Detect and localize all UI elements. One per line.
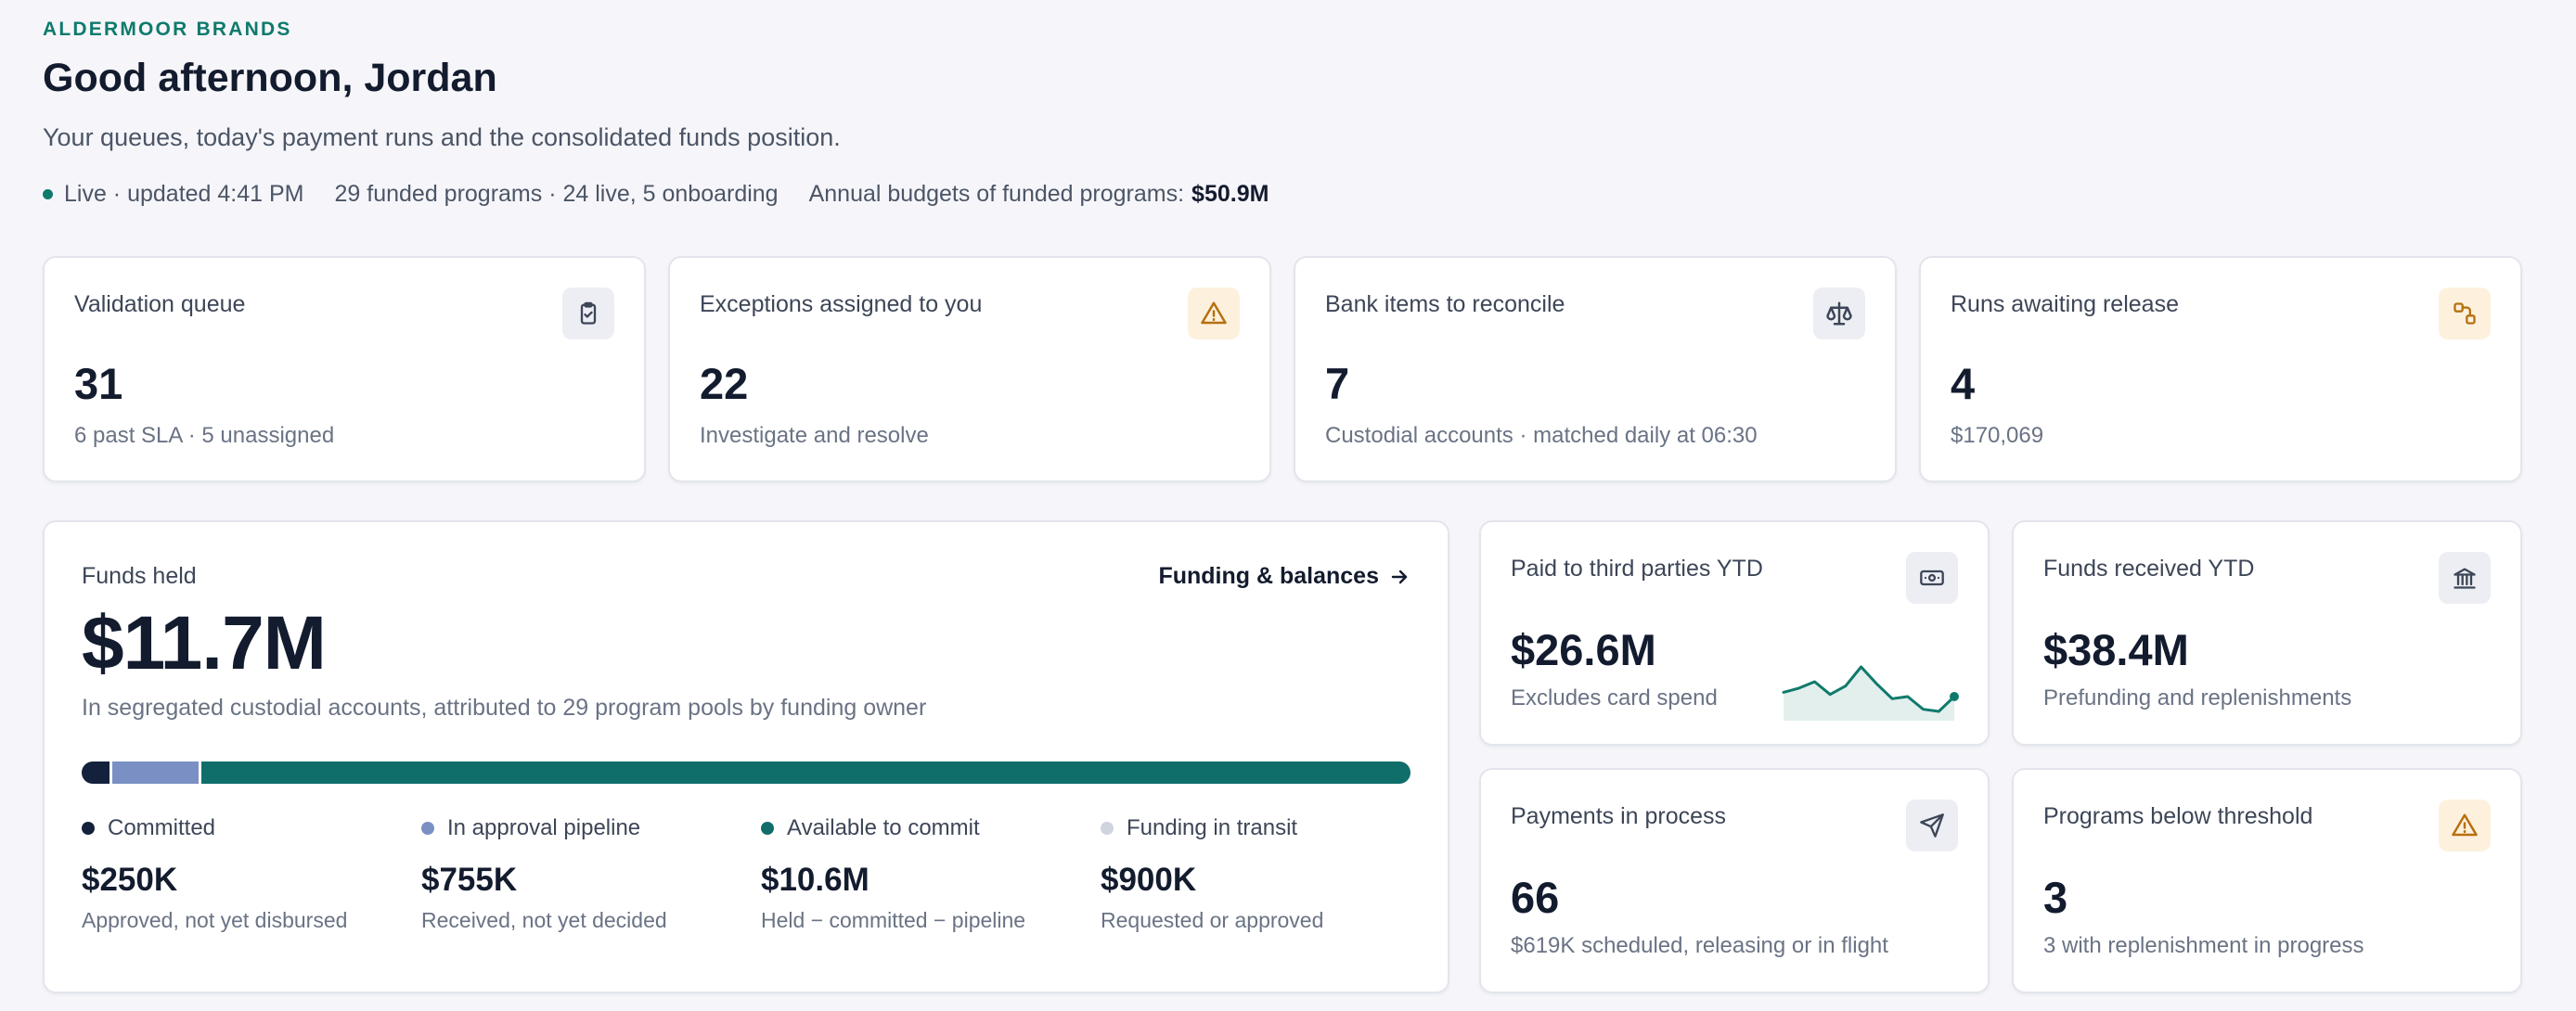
page-title: Good afternoon, Jordan — [43, 56, 497, 100]
card-subtext: 3 with replenishment in progress — [2043, 933, 2364, 958]
legend-value: $250K — [82, 862, 178, 898]
bar-segment-pipeline — [112, 761, 200, 784]
card-subtext: $619K scheduled, releasing or in flight — [1511, 933, 1888, 958]
send-icon — [1906, 800, 1958, 851]
card-title: Payments in process — [1511, 803, 1727, 829]
legend-label: In approval pipeline — [447, 815, 641, 840]
status-line: Live · updated 4:41 PM 29 funded program… — [43, 181, 1269, 208]
legend-label: Available to commit — [787, 815, 980, 840]
sparkline-endpoint — [1950, 692, 1959, 701]
card-title: Runs awaiting release — [1951, 291, 2179, 317]
card-title: Bank items to reconcile — [1325, 291, 1565, 317]
card-value: $26.6M — [1511, 625, 1656, 674]
legend-label: Committed — [108, 815, 216, 840]
legend-label: Funding in transit — [1127, 815, 1298, 840]
card-value: $38.4M — [2043, 625, 2189, 674]
paid-third-parties-card[interactable]: Paid to third parties YTD $26.6M Exclude… — [1479, 520, 1990, 746]
legend-dot — [1101, 822, 1114, 835]
funds-held-amount: $11.7M — [82, 601, 327, 685]
legend-subtext: Received, not yet decided — [421, 908, 667, 932]
budgets-label: Annual budgets of funded programs: — [808, 181, 1185, 207]
card-title: Paid to third parties YTD — [1511, 556, 1763, 582]
bar-segment-committed — [82, 761, 110, 784]
brand-label: ALDERMOOR BRANDS — [43, 19, 292, 40]
legend-dot — [82, 822, 95, 835]
programs-below-threshold-card[interactable]: Programs below threshold 3 3 with replen… — [2012, 768, 2522, 993]
budgets-value: $50.9M — [1191, 181, 1269, 207]
bank-icon — [2439, 552, 2491, 604]
live-status-text: Live · updated 4:41 PM — [64, 181, 304, 207]
card-title: Programs below threshold — [2043, 803, 2313, 829]
card-title: Funds received YTD — [2043, 556, 2255, 582]
programs-summary: 29 funded programs · 24 live, 5 onboardi… — [334, 181, 779, 207]
clipboard-check-icon — [562, 288, 614, 339]
legend-subtext: Approved, not yet disbursed — [82, 908, 348, 932]
card-subtext: Investigate and resolve — [700, 423, 929, 448]
spend-sparkline — [1782, 665, 1959, 721]
legend-subtext: Requested or approved — [1101, 908, 1324, 932]
funds-held-description: In segregated custodial accounts, attrib… — [82, 695, 927, 721]
card-title: Validation queue — [74, 291, 246, 317]
card-value: 66 — [1511, 873, 1560, 922]
funds-held-card: Funds held Funding & balances $11.7M In … — [43, 520, 1449, 993]
warning-icon — [2439, 800, 2491, 851]
payments-in-process-card[interactable]: Payments in process 66 $619K scheduled, … — [1479, 768, 1990, 993]
sparkline-line — [1782, 665, 1956, 713]
legend-subtext: Held − committed − pipeline — [761, 908, 1026, 932]
card-subtext: Custodial accounts · matched daily at 06… — [1325, 423, 1758, 448]
legend-dot — [421, 822, 434, 835]
exceptions-card[interactable]: Exceptions assigned to you 22 Investigat… — [668, 256, 1271, 482]
legend-value: $900K — [1101, 862, 1197, 898]
runs-awaiting-card[interactable]: Runs awaiting release 4 $170,069 — [1919, 256, 2522, 482]
page-subtitle: Your queues, today's payment runs and th… — [43, 123, 841, 151]
funds-allocation-bar — [82, 761, 1410, 784]
warning-icon — [1188, 288, 1240, 339]
card-value: 7 — [1325, 359, 1350, 408]
funds-received-card[interactable]: Funds received YTD $38.4M Prefunding and… — [2012, 520, 2522, 746]
cash-icon — [1906, 552, 1958, 604]
bank-items-card[interactable]: Bank items to reconcile 7 Custodial acco… — [1294, 256, 1897, 482]
legend-item-pipeline: In approval pipeline $755K Received, not… — [421, 815, 728, 933]
arrow-right-icon — [1391, 569, 1408, 583]
funds-held-title: Funds held — [82, 563, 197, 589]
card-subtext: Excludes card spend — [1511, 685, 1718, 710]
live-indicator — [43, 189, 53, 199]
legend-item-available: Available to commit $10.6M Held − commit… — [761, 815, 1067, 933]
legend-item-in-transit: Funding in transit $900K Requested or ap… — [1101, 815, 1407, 933]
card-title: Exceptions assigned to you — [700, 291, 983, 317]
legend-value: $10.6M — [761, 862, 869, 898]
legend-dot — [761, 822, 774, 835]
funding-balances-link[interactable]: Funding & balances — [1158, 563, 1410, 590]
link-label: Funding & balances — [1158, 563, 1379, 589]
sparkline-area — [1784, 667, 1954, 721]
bar-segment-available — [201, 761, 1410, 784]
card-value: 22 — [700, 359, 749, 408]
legend-value: $755K — [421, 862, 518, 898]
card-subtext: 6 past SLA · 5 unassigned — [74, 423, 335, 448]
validation-queue-card[interactable]: Validation queue 31 6 past SLA · 5 unass… — [43, 256, 646, 482]
card-value: 4 — [1951, 359, 1976, 408]
card-subtext: $170,069 — [1951, 423, 2044, 448]
workflow-icon — [2439, 288, 2491, 339]
card-value: 3 — [2043, 873, 2068, 922]
scale-icon — [1813, 288, 1865, 339]
legend-item-committed: Committed $250K Approved, not yet disbur… — [82, 815, 388, 933]
card-subtext: Prefunding and replenishments — [2043, 685, 2352, 710]
card-value: 31 — [74, 359, 123, 408]
